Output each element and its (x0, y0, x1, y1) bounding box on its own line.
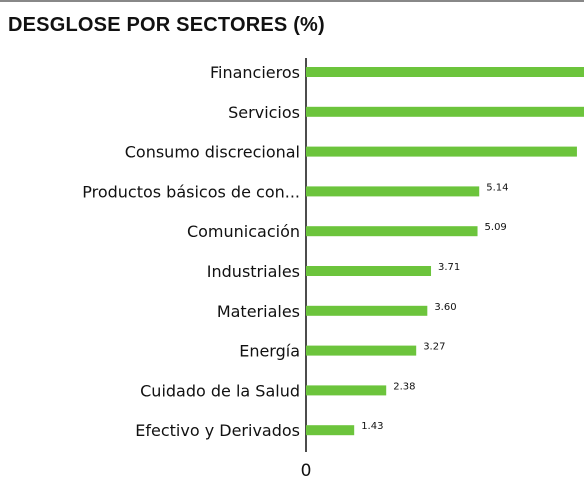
bar (306, 226, 478, 237)
category-label: Materiales (217, 302, 300, 321)
bar (306, 106, 584, 117)
category-label: Efectivo y Derivados (135, 421, 300, 440)
category-label: Financieros (210, 63, 300, 82)
bar (306, 67, 584, 77)
value-label: 5.09 (485, 222, 507, 233)
value-label: 3.60 (434, 302, 456, 313)
value-label: 3.27 (423, 342, 445, 353)
value-label: 3.71 (438, 262, 460, 273)
bar (306, 186, 480, 197)
bar (306, 385, 387, 396)
bar (306, 345, 417, 356)
bar (306, 146, 577, 157)
category-label: Servicios (228, 103, 300, 122)
category-label: Comunicación (187, 222, 300, 241)
value-label: 1.43 (361, 421, 383, 432)
category-label: Cuidado de la Salud (140, 381, 300, 400)
category-label: Consumo discrecional (125, 143, 300, 162)
chart-title: DESGLOSE POR SECTORES (%) (8, 14, 325, 36)
category-label: Energía (239, 342, 300, 361)
value-label: 2.38 (393, 381, 415, 392)
top-rule (0, 0, 584, 2)
value-label: 5.14 (486, 182, 508, 193)
bar (306, 425, 355, 436)
bar (306, 266, 432, 276)
category-label: Industriales (207, 262, 300, 281)
bar (306, 305, 428, 316)
x-tick-label: 0 (301, 461, 312, 481)
category-label: Productos básicos de con... (82, 182, 300, 201)
